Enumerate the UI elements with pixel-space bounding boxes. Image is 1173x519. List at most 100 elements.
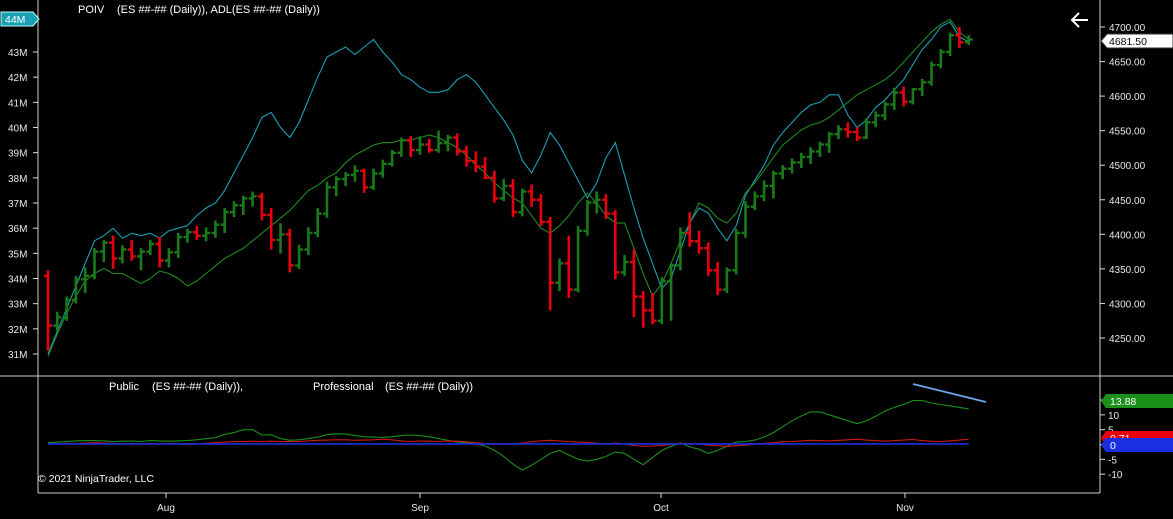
price-bar-up: [788, 158, 796, 174]
price-bar-up: [53, 311, 62, 332]
price-bar-up: [825, 132, 834, 153]
price-bar-down: [648, 293, 657, 325]
osc-professional-title: Professional: [313, 381, 374, 393]
price-tick-label: 4500.00: [1109, 161, 1146, 172]
price-tick-label: 4650.00: [1109, 58, 1146, 69]
back-arrow-icon[interactable]: [1070, 12, 1088, 28]
price-bar-up: [657, 277, 666, 325]
osc-tick-label: -5: [1108, 455, 1117, 466]
price-bar-up: [99, 239, 108, 262]
price-tick-label: 4550.00: [1109, 127, 1146, 138]
price-bar-up: [146, 239, 155, 256]
price-bar-down: [527, 184, 536, 207]
volume-tick-label: 32M: [8, 325, 27, 336]
price-bar-down: [471, 151, 480, 173]
price-bar-down: [639, 291, 648, 328]
osc-zero-badge-text: 0: [1110, 440, 1116, 452]
price-bar-up: [574, 226, 583, 293]
price-bar-down: [481, 156, 490, 180]
price-bar-down: [685, 212, 694, 247]
price-bar-up: [908, 87, 917, 105]
price-bar-up: [620, 255, 629, 276]
price-bar-up: [295, 244, 304, 269]
public-line: [47, 400, 969, 471]
price-bar-up: [806, 147, 815, 164]
price-bar-down: [704, 242, 713, 276]
price-bar-up: [350, 165, 359, 182]
price-bar-down: [44, 270, 52, 351]
price-bar-up: [369, 168, 378, 191]
price-bar-up: [183, 228, 192, 243]
price-bar-up: [834, 125, 843, 139]
price-current-badge: 4681.50: [1100, 33, 1173, 49]
price-bar-up: [862, 118, 871, 139]
price-bar-up: [871, 111, 880, 128]
price-bar-down: [695, 230, 703, 254]
price-bar-up: [313, 208, 322, 238]
volume-tick-label: 42M: [8, 73, 27, 84]
price-bar-down: [406, 136, 415, 157]
price-bar-down: [843, 122, 852, 138]
panel-frame: [0, 0, 1173, 494]
price-bar-up: [211, 220, 220, 238]
price-bar-up: [220, 208, 229, 233]
poiv-series-group: [47, 18, 970, 357]
price-bar-up: [202, 227, 211, 242]
volume-badge-text: 44M: [5, 14, 25, 26]
volume-tick-label: 39M: [8, 149, 27, 160]
price-bar-up: [797, 152, 806, 168]
price-axis: 4700.00 4650.00 4600.00 4550.00 4500.00 4450.…: [1100, 23, 1146, 345]
volume-current-badge: 44M: [0, 11, 40, 27]
volume-tick-label: 40M: [8, 124, 27, 135]
price-bar-up: [443, 134, 452, 152]
osc-public-title: Public: [109, 381, 139, 393]
price-bar-up: [518, 188, 527, 217]
price-bar-up: [732, 228, 741, 275]
price-bar-down: [629, 249, 638, 318]
volume-tick-label: 34M: [8, 275, 27, 286]
time-axis: Aug Sep Oct Nov: [157, 493, 914, 514]
price-bar-up: [583, 199, 592, 236]
adl-line: [47, 18, 970, 357]
price-bar-down: [192, 226, 201, 240]
price-tick-label: 4600.00: [1109, 92, 1146, 103]
price-bar-down: [453, 133, 462, 156]
price-bar-up: [341, 172, 350, 186]
price-bar-up: [936, 49, 945, 69]
price-bar-up: [760, 180, 769, 202]
price-bar-up: [964, 35, 973, 45]
volume-tick-label: 33M: [8, 300, 27, 311]
price-bar-up: [499, 179, 508, 202]
price-bar-down: [546, 217, 555, 311]
price-bar-down: [360, 168, 369, 193]
price-bar-up: [667, 263, 676, 321]
price-bar-down: [267, 208, 276, 250]
volume-tick-label: 43M: [8, 48, 27, 59]
price-bar-up: [90, 248, 99, 280]
price-bar-down: [425, 138, 434, 153]
month-label: Sep: [411, 503, 429, 514]
price-bar-up: [71, 275, 80, 304]
volume-tick-label: 37M: [8, 199, 27, 210]
price-bar-up: [378, 159, 387, 178]
price-bar-up: [946, 32, 955, 57]
price-bar-up: [174, 232, 183, 258]
osc-public-badge-text: 13.88: [1110, 396, 1136, 408]
price-bar-up: [230, 201, 238, 218]
price-bars-group: [44, 27, 973, 351]
volume-tick-label: 38M: [8, 174, 27, 185]
price-tick-label: 4350.00: [1109, 265, 1146, 276]
price-bar-down: [257, 192, 266, 221]
price-bar-up: [750, 191, 759, 211]
price-bar-down: [285, 228, 294, 273]
price-panel-title-right: (ES ##-## (Daily)), ADL(ES ##-## (Daily)…: [117, 4, 320, 16]
osc-public-series-title: (ES ##-## (Daily)),: [152, 381, 243, 393]
osc-trend-line: [912, 383, 987, 403]
price-bar-up: [927, 61, 936, 86]
price-bar-up: [769, 170, 778, 199]
price-bar-down: [127, 239, 136, 261]
price-bar-up: [778, 165, 787, 180]
price-bar-up: [323, 181, 331, 218]
price-badge-text: 4681.50: [1109, 36, 1147, 48]
